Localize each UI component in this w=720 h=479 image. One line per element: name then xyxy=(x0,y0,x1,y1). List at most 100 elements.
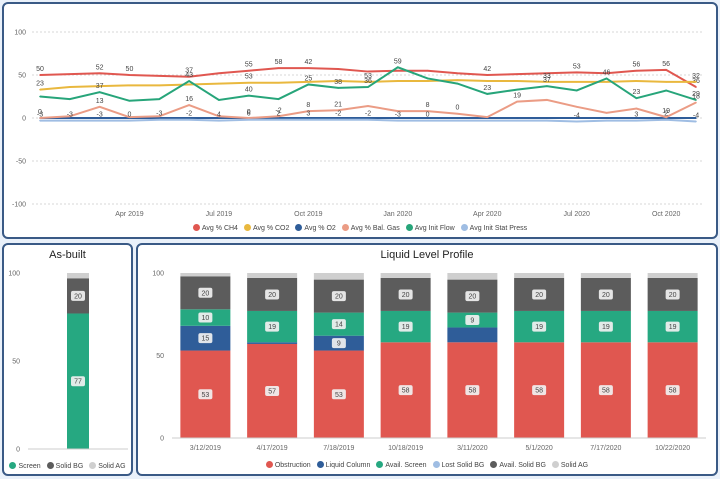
asbuilt-legend-solid-ag[interactable]: Solid AG xyxy=(89,462,126,470)
legend-label: Lost Solid BG xyxy=(441,462,485,469)
data-point xyxy=(128,116,131,118)
data-point xyxy=(98,85,101,87)
legend-marker-icon xyxy=(265,461,273,468)
data-point xyxy=(39,119,41,122)
data-point xyxy=(397,117,399,119)
data-point xyxy=(695,81,697,83)
data-label: 20 xyxy=(602,292,610,299)
data-label: 58 xyxy=(535,388,543,395)
data-label: 53 xyxy=(335,392,343,399)
data-point xyxy=(456,82,459,85)
trend-legend-avg-o2[interactable]: Avg % O2 xyxy=(295,224,336,232)
asbuilt-legend-screen[interactable]: Screen xyxy=(9,462,41,470)
liquid-legend-avail-solid-bg[interactable]: Avail. Solid BG xyxy=(490,461,546,469)
y-tick-label: 0 xyxy=(22,116,26,123)
data-label: 21 xyxy=(334,101,342,108)
x-tick-label: 3/12/2019 xyxy=(190,445,221,452)
data-label: 20 xyxy=(74,293,82,300)
data-label: 19 xyxy=(602,324,610,331)
trend-legend-avg-ch4[interactable]: Avg % CH4 xyxy=(192,224,238,232)
liquid-legend-lost-solid-bg[interactable]: Lost Solid BG xyxy=(432,461,485,469)
data-point xyxy=(575,106,578,108)
trend-legend-avg-init-stat-press[interactable]: Avg Init Stat Press xyxy=(460,224,527,232)
trend-legend-avg-init-flow[interactable]: Avg Init Flow xyxy=(405,224,455,232)
asbuilt-stacked-bar-chart: 100 50 0 77 20 xyxy=(8,271,128,454)
data-label: 3 xyxy=(634,112,638,119)
data-label-box xyxy=(331,319,346,330)
liquid-legend-obstruction[interactable]: Obstruction xyxy=(265,461,311,469)
data-point xyxy=(247,94,250,97)
data-label-box xyxy=(465,291,480,302)
liquid-bar-segment-liquid-column xyxy=(247,342,298,344)
data-label: 46 xyxy=(603,69,611,76)
legend-label: Avg % CH4 xyxy=(201,225,238,232)
data-point xyxy=(128,119,131,122)
trend-legend-avg-bal-gas[interactable]: Avg % Bal. Gas xyxy=(341,224,400,232)
data-point xyxy=(307,67,310,69)
data-label: 15 xyxy=(201,336,209,343)
data-label-box xyxy=(665,289,680,300)
data-label: 16 xyxy=(185,96,193,103)
data-label: 9 xyxy=(337,341,341,348)
data-point xyxy=(516,73,518,75)
data-point xyxy=(695,86,697,88)
data-label: -2 xyxy=(275,107,281,114)
data-label: 23 xyxy=(483,85,491,92)
data-label: 6 xyxy=(247,111,251,118)
data-label-box xyxy=(465,385,480,396)
data-label: 13 xyxy=(96,98,104,105)
liquid-level-title: Liquid Level Profile xyxy=(380,249,474,261)
data-label-box xyxy=(331,291,346,302)
data-label: 0 xyxy=(247,109,251,116)
data-label: 19 xyxy=(662,108,670,115)
y-tick-label: 50 xyxy=(18,73,26,80)
data-label: 37 xyxy=(543,77,551,84)
data-point xyxy=(665,116,667,118)
data-label: 10 xyxy=(201,315,209,322)
data-point xyxy=(575,117,578,119)
asbuilt-legend-solid-bg[interactable]: Solid BG xyxy=(46,462,83,470)
data-point xyxy=(277,67,280,69)
liquid-legend-avail-screen[interactable]: Avail. Screen xyxy=(376,461,427,469)
data-point xyxy=(128,74,131,76)
data-label: 42 xyxy=(483,66,491,73)
data-point xyxy=(426,117,429,119)
y-tick-label: 50 xyxy=(12,359,20,366)
liquid-bar-segment-liquid-column xyxy=(447,327,498,343)
data-label: 33 xyxy=(543,73,551,80)
liquid-legend-solid-ag[interactable]: Solid AG xyxy=(551,461,588,469)
data-point xyxy=(39,74,41,76)
liquid-legend-liquid-column[interactable]: Liquid Column xyxy=(316,461,370,469)
x-tick-label: Oct 2019 xyxy=(294,211,323,218)
data-label: 2 xyxy=(664,111,668,118)
data-point xyxy=(158,117,161,119)
data-point xyxy=(98,117,101,119)
data-label: 18 xyxy=(692,94,700,101)
data-point xyxy=(247,118,250,121)
data-label: 20 xyxy=(335,294,343,301)
data-point xyxy=(456,117,459,119)
data-label: 55 xyxy=(245,62,253,69)
data-label: 25 xyxy=(304,75,312,82)
data-label: 19 xyxy=(268,324,276,331)
legend-label: Avail. Solid BG xyxy=(499,462,546,469)
liquid-bar-segment-solid-ag xyxy=(447,273,498,280)
data-label: 56 xyxy=(662,61,670,68)
data-point xyxy=(456,112,459,115)
data-label: 20 xyxy=(669,292,677,299)
legend-label: Avg Init Flow xyxy=(414,225,455,232)
data-point xyxy=(98,119,101,122)
data-point xyxy=(456,119,459,122)
data-label: 0 xyxy=(128,112,132,119)
data-point xyxy=(605,112,608,114)
liquid-bar-segment-solid-ag xyxy=(313,273,364,280)
legend-label: Avg % Bal. Gas xyxy=(350,225,400,232)
data-label-box xyxy=(331,338,346,349)
trend-legend-avg-co2[interactable]: Avg % CO2 xyxy=(243,224,289,232)
x-tick-label: Jul 2019 xyxy=(206,211,233,218)
data-point xyxy=(605,119,608,122)
data-label: 23 xyxy=(632,89,640,96)
data-label: 77 xyxy=(74,379,82,386)
data-point xyxy=(39,117,41,119)
data-label-box xyxy=(532,385,547,396)
